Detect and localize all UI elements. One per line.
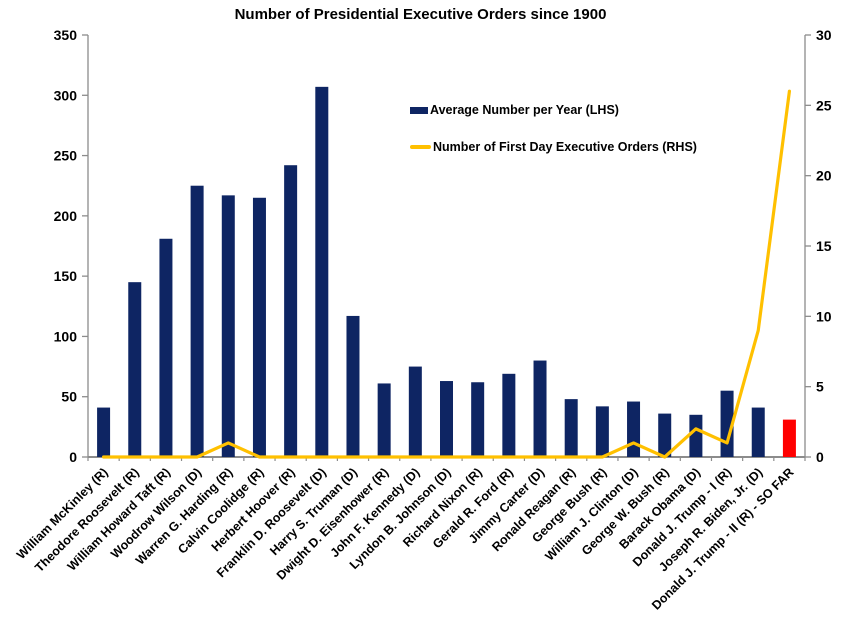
bar [346,315,360,457]
bar [564,399,578,457]
right-axis-tick-label: 30 [816,27,832,43]
left-axis-tick-label: 150 [54,268,78,284]
bar [533,360,547,457]
first-day-orders-line [101,89,792,459]
bar [190,185,204,457]
left-axis-tick-label: 200 [54,208,78,224]
bar [595,406,609,457]
bar [221,195,235,458]
bar [315,86,329,458]
right-axis-tick-label: 10 [816,308,832,324]
bar [471,382,485,457]
bar-highlighted [782,419,796,457]
right-axis-tick-label: 25 [816,97,832,113]
legend-label-line: Number of First Day Executive Orders (RH… [433,140,697,154]
chart-legend: Average Number per Year (LHS) Number of … [410,103,697,177]
bar [658,413,672,457]
legend-item-line: Number of First Day Executive Orders (RH… [410,140,697,154]
bar [440,381,453,457]
bar [128,282,142,457]
left-axis-tick-label: 250 [54,148,78,164]
right-axis-tick-label: 5 [816,379,824,395]
bar [284,165,298,457]
right-axis-tick-label: 0 [816,449,824,465]
left-axis-tick-label: 50 [61,389,77,405]
left-axis-tick-label: 300 [54,87,78,103]
bar [97,407,111,457]
bar-series-swatch-icon [410,106,428,114]
chart-title: Number of Presidential Executive Orders … [234,6,607,23]
bar [502,373,516,457]
left-axis-tick-label: 0 [69,449,77,465]
legend-item-bars: Average Number per Year (LHS) [410,103,697,117]
right-axis-tick-label: 20 [816,168,832,184]
legend-label-bars: Average Number per Year (LHS) [430,103,619,117]
bar [627,401,641,457]
bar [751,407,765,457]
right-axis-tick-label: 15 [816,238,832,254]
left-axis-tick-label: 100 [54,328,78,344]
bar [252,197,266,457]
bar [159,238,173,457]
line-series-swatch-icon [410,145,431,149]
left-axis-tick-label: 350 [54,27,78,43]
bar [377,383,391,457]
bar [689,414,703,457]
bar [408,366,422,457]
